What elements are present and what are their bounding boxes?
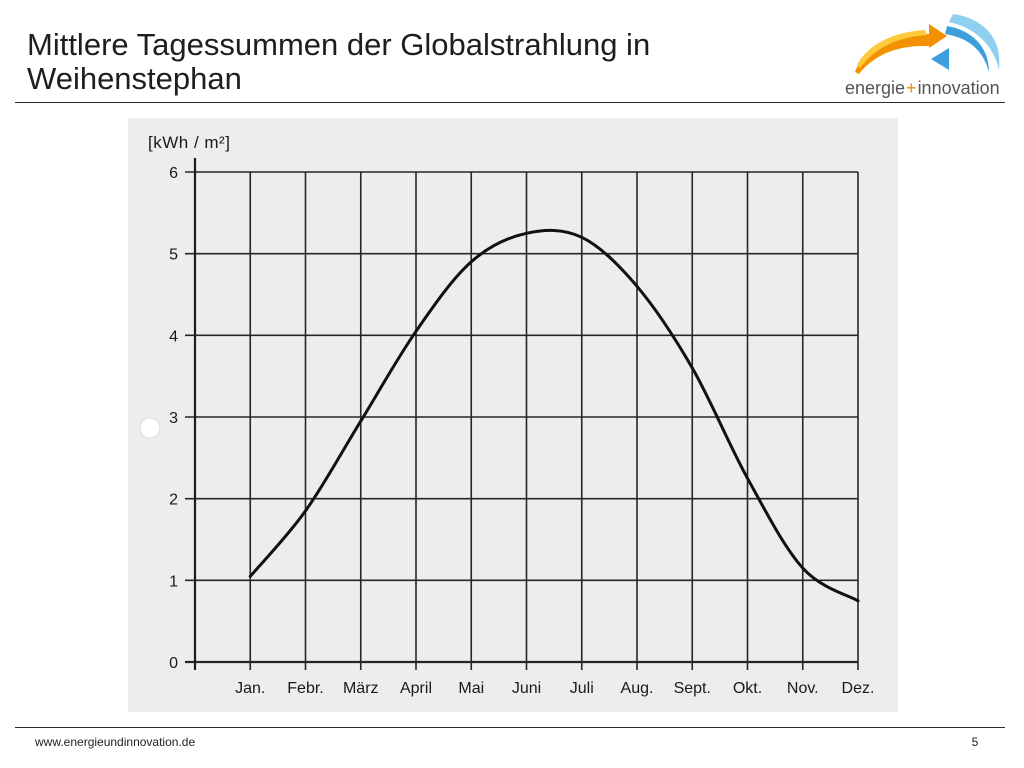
data-point [304, 509, 307, 513]
logo-blue-arrow-icon [931, 48, 949, 70]
company-logo: energie+innovation [843, 10, 1005, 100]
x-tick-label: Nov. [787, 680, 819, 697]
y-tick-label: 1 [169, 573, 178, 590]
logo-emblem-icon [855, 14, 1000, 74]
logo-word-innovation: innovation [917, 78, 1000, 98]
series-line [248, 228, 860, 603]
logo-orange-arrow-icon [929, 24, 947, 48]
y-tick-label: 4 [169, 328, 178, 345]
data-point [690, 366, 694, 370]
logo-blue-swoosh [945, 26, 989, 72]
radiation-chart: 0 1 2 3 4 5 6 Jan. Febr. März April Mai Juni Juli Aug… [128, 118, 898, 712]
x-tick-label: Juni [512, 680, 541, 697]
y-tick-label: 0 [169, 655, 178, 672]
x-tick-label: Febr. [287, 680, 323, 697]
punch-hole [139, 417, 161, 439]
y-axis-label: [kWh / m²] [148, 133, 230, 152]
logo-plus-sign: + [906, 78, 917, 98]
x-tick-label: Mai [458, 680, 484, 697]
data-point [635, 284, 639, 288]
logo-word-energie: energie [845, 78, 906, 98]
scan-background [128, 118, 898, 712]
logo-yellow-highlight [857, 30, 927, 68]
x-tick-label: März [343, 680, 379, 697]
footer-website: www.energieundinnovation.de [35, 735, 196, 749]
x-tick-label: Juli [570, 680, 594, 697]
data-point [469, 260, 473, 264]
logo-wordmark: energie+innovation [845, 78, 1000, 98]
data-points [248, 231, 860, 603]
data-point [359, 419, 363, 423]
footer-divider [15, 727, 1005, 728]
data-point [414, 329, 418, 333]
data-point [525, 231, 528, 235]
y-tick-label: 2 [169, 492, 178, 509]
y-tick-label: 5 [169, 247, 178, 264]
y-tick-labels: 0 1 2 3 4 5 6 [169, 165, 178, 672]
x-tick-label: Okt. [733, 680, 762, 697]
data-point [746, 476, 749, 480]
x-tick-label: April [400, 680, 432, 697]
x-tick-label: Dez. [842, 680, 875, 697]
y-tick-label: 3 [169, 410, 178, 427]
x-tick-label: Jan. [235, 680, 265, 697]
x-tick-label: Sept. [674, 680, 711, 697]
page-number: 5 [971, 735, 979, 749]
data-point [580, 235, 584, 239]
y-tick-label: 6 [169, 165, 178, 182]
data-point [248, 574, 252, 578]
slide-title: Mittlere Tagessummen der Globalstrahlung… [27, 27, 651, 96]
data-point [801, 566, 805, 570]
logo-orange-swoosh [855, 34, 933, 74]
data-point [856, 599, 860, 603]
logo-light-blue-swoosh [949, 14, 1000, 70]
title-divider [15, 102, 1005, 103]
x-tick-labels: Jan. Febr. März April Mai Juni Juli Aug. Sept. Ok… [235, 680, 874, 697]
x-tick-label: Aug. [621, 680, 654, 697]
